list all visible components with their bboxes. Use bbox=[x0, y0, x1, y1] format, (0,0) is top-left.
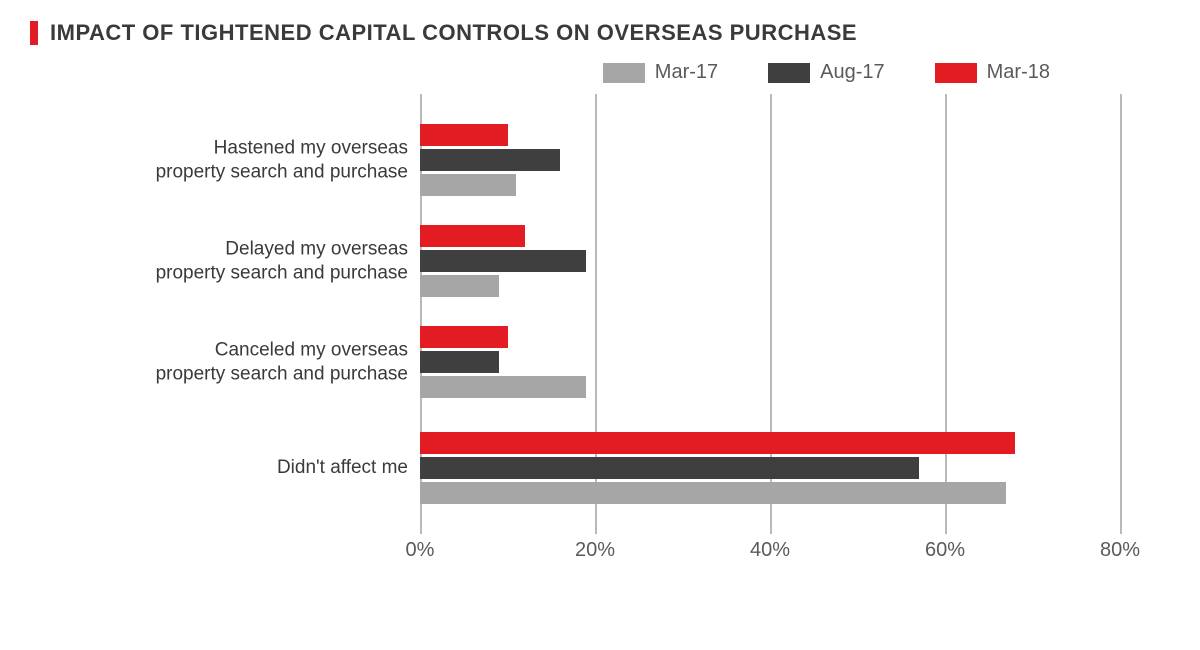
bar bbox=[420, 225, 525, 247]
bar bbox=[420, 432, 1015, 454]
gridline bbox=[945, 94, 947, 534]
bar bbox=[420, 376, 586, 398]
bar bbox=[420, 351, 499, 373]
legend-label: Mar-17 bbox=[655, 61, 718, 84]
title-row: IMPACT OF TIGHTENED CAPITAL CONTROLS ON … bbox=[30, 20, 1170, 46]
page: IMPACT OF TIGHTENED CAPITAL CONTROLS ON … bbox=[0, 0, 1200, 650]
category-label: Delayed my overseasproperty search and p… bbox=[38, 237, 408, 285]
chart-title: IMPACT OF TIGHTENED CAPITAL CONTROLS ON … bbox=[50, 20, 857, 46]
legend-item: Mar-18 bbox=[935, 61, 1050, 84]
legend-swatch bbox=[768, 63, 810, 83]
title-accent-bar bbox=[30, 21, 38, 45]
bar bbox=[420, 250, 586, 272]
bar bbox=[420, 457, 919, 479]
legend: Mar-17 Aug-17 Mar-18 bbox=[30, 61, 1170, 84]
legend-item: Aug-17 bbox=[768, 61, 885, 84]
legend-swatch bbox=[603, 63, 645, 83]
plot-area-wrap: 0%20%40%60%80% bbox=[420, 94, 1120, 574]
category-label: Hastened my overseasproperty search and … bbox=[38, 136, 408, 184]
legend-label: Aug-17 bbox=[820, 61, 885, 84]
x-tick-label: 0% bbox=[406, 539, 435, 562]
chart: Hastened my overseasproperty search and … bbox=[30, 94, 1170, 574]
bar bbox=[420, 149, 560, 171]
bar bbox=[420, 275, 499, 297]
bar bbox=[420, 174, 516, 196]
bar bbox=[420, 326, 508, 348]
y-axis-labels: Hastened my overseasproperty search and … bbox=[30, 94, 420, 574]
legend-item: Mar-17 bbox=[603, 61, 718, 84]
x-axis-labels: 0%20%40%60%80% bbox=[420, 534, 1120, 574]
legend-swatch bbox=[935, 63, 977, 83]
gridline bbox=[1120, 94, 1122, 534]
legend-label: Mar-18 bbox=[987, 61, 1050, 84]
x-tick-label: 80% bbox=[1100, 539, 1140, 562]
category-label: Canceled my overseasproperty search and … bbox=[38, 339, 408, 387]
category-label: Didn't affect me bbox=[38, 456, 408, 480]
x-tick-label: 40% bbox=[750, 539, 790, 562]
bar bbox=[420, 124, 508, 146]
bar bbox=[420, 482, 1006, 504]
plot-area bbox=[420, 94, 1120, 534]
x-tick-label: 20% bbox=[575, 539, 615, 562]
x-tick-label: 60% bbox=[925, 539, 965, 562]
